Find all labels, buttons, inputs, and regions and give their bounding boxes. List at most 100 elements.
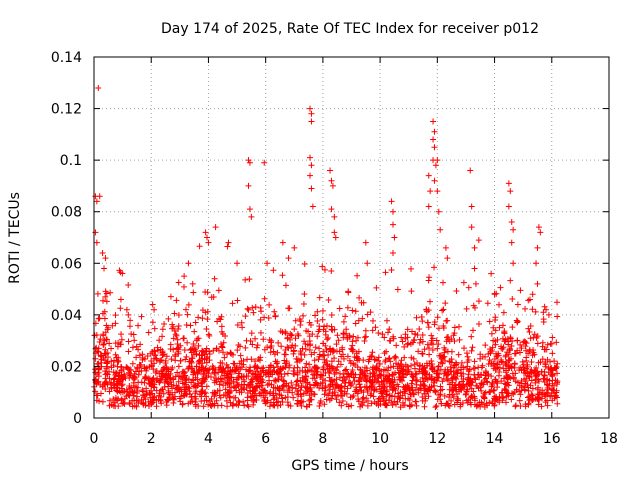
data-point xyxy=(185,301,192,308)
data-point xyxy=(288,344,295,351)
data-point xyxy=(118,382,125,389)
data-point xyxy=(270,401,277,408)
data-point xyxy=(375,329,382,336)
data-point xyxy=(547,340,554,347)
data-point xyxy=(404,326,411,333)
data-point xyxy=(370,364,377,371)
data-point xyxy=(373,363,380,370)
data-point xyxy=(312,312,319,319)
data-point xyxy=(188,359,195,366)
data-point xyxy=(216,315,223,322)
data-point xyxy=(317,399,324,406)
data-point xyxy=(323,396,330,403)
data-point xyxy=(426,345,433,352)
data-point xyxy=(380,378,387,385)
data-point xyxy=(336,374,343,381)
data-point xyxy=(537,229,544,236)
data-point xyxy=(219,344,226,351)
data-point xyxy=(218,402,225,409)
data-point xyxy=(103,322,110,329)
data-point xyxy=(228,374,235,381)
data-point xyxy=(413,398,420,405)
data-point xyxy=(514,337,521,344)
data-point xyxy=(118,336,125,343)
data-point xyxy=(388,266,395,273)
data-point xyxy=(96,315,103,322)
data-point xyxy=(455,323,462,330)
data-point xyxy=(170,400,177,407)
data-point xyxy=(199,315,206,322)
data-point xyxy=(512,378,519,385)
data-point xyxy=(189,280,196,287)
data-point xyxy=(319,316,326,323)
data-point xyxy=(405,340,412,347)
data-point xyxy=(423,308,430,315)
data-point xyxy=(251,392,258,399)
data-point xyxy=(176,373,183,380)
data-point xyxy=(322,369,329,376)
data-point xyxy=(544,341,551,348)
data-point xyxy=(402,395,409,402)
data-point xyxy=(290,394,297,401)
x-tick-label: 10 xyxy=(371,431,389,447)
data-point xyxy=(227,350,234,357)
y-tick-label: 0.1 xyxy=(60,153,82,169)
data-point xyxy=(465,356,472,363)
data-point xyxy=(201,390,208,397)
x-tick-label: 14 xyxy=(486,431,504,447)
data-point xyxy=(102,293,109,300)
data-point xyxy=(151,348,158,355)
data-point xyxy=(253,392,260,399)
data-point xyxy=(526,374,533,381)
data-point xyxy=(320,340,327,347)
data-point xyxy=(544,356,551,363)
data-point xyxy=(371,372,378,379)
data-point xyxy=(151,306,158,313)
data-point xyxy=(454,397,461,404)
data-point xyxy=(507,334,514,341)
data-point xyxy=(451,401,458,408)
data-point xyxy=(125,338,132,345)
data-point xyxy=(236,360,243,367)
data-point xyxy=(264,344,271,351)
data-point xyxy=(292,385,299,392)
data-point xyxy=(229,402,236,409)
data-point xyxy=(286,387,293,394)
data-point xyxy=(100,331,107,338)
data-point xyxy=(540,309,547,316)
data-point xyxy=(264,260,271,267)
data-point xyxy=(525,394,532,401)
data-point xyxy=(468,347,475,354)
data-point xyxy=(246,276,253,283)
data-point xyxy=(195,314,202,321)
data-point xyxy=(497,284,504,291)
data-point xyxy=(100,341,107,348)
data-point xyxy=(135,346,142,353)
data-point xyxy=(471,371,478,378)
data-point xyxy=(471,265,478,272)
data-point xyxy=(171,310,178,317)
data-point xyxy=(448,359,455,366)
data-point xyxy=(439,360,446,367)
data-point xyxy=(378,368,385,375)
data-point xyxy=(468,224,475,231)
data-point xyxy=(198,389,205,396)
data-point xyxy=(199,387,206,394)
data-point xyxy=(102,357,109,364)
data-point xyxy=(192,319,199,326)
data-point xyxy=(551,364,558,371)
data-point xyxy=(282,328,289,335)
data-point xyxy=(114,357,121,364)
data-point xyxy=(528,359,535,366)
data-point xyxy=(301,290,308,297)
data-point xyxy=(241,378,248,385)
data-point xyxy=(389,371,396,378)
data-point xyxy=(274,363,281,370)
data-point xyxy=(309,331,316,338)
data-point xyxy=(133,354,140,361)
data-point xyxy=(246,159,253,166)
data-point xyxy=(503,352,510,359)
data-point xyxy=(548,385,555,392)
data-point xyxy=(345,288,352,295)
data-point xyxy=(199,355,206,362)
